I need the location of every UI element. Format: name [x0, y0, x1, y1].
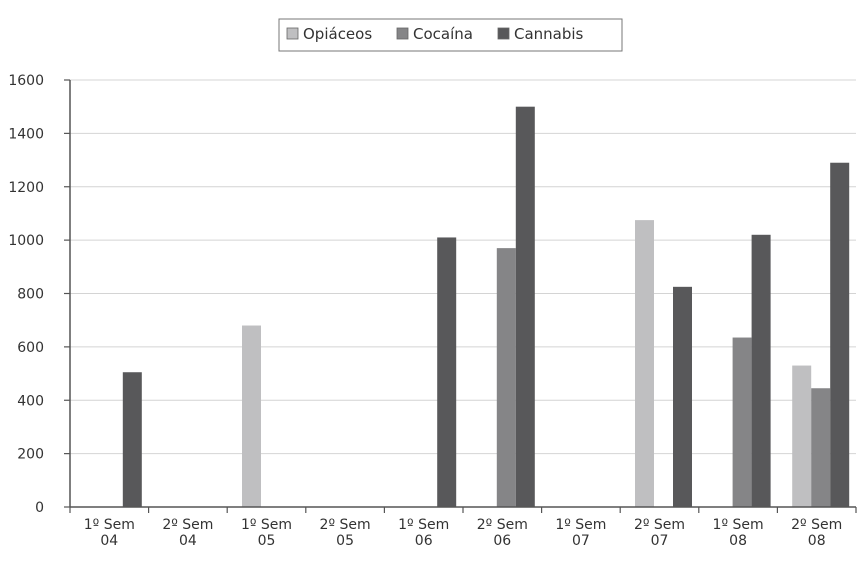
bar-opi-ceos [635, 220, 654, 507]
x-tick-label: 1º Sem 04 [84, 517, 135, 549]
legend-swatch [286, 27, 299, 40]
bars-group [122, 106, 850, 508]
gridlines [70, 79, 856, 455]
legend-label: Opiáceos [303, 25, 372, 43]
x-tick-label: 2º Sem 04 [162, 517, 213, 549]
bar-cannabis [515, 106, 535, 507]
y-tick-label: 1600 [8, 73, 44, 89]
legend-label: Cannabis [514, 25, 584, 43]
y-tick-label: 1400 [8, 126, 44, 142]
chart-legend: Opiáceos Cocaína Cannabis [278, 18, 623, 52]
x-tick-label: 2º Sem 07 [634, 517, 685, 549]
y-tick-label: 200 [17, 447, 44, 463]
bar-coca-na [732, 337, 752, 507]
legend-swatch [497, 27, 510, 40]
y-tick-label: 1200 [8, 180, 44, 196]
bar-cannabis [751, 234, 771, 507]
bar-cannabis [830, 162, 850, 507]
bar-cannabis [122, 372, 142, 507]
x-tick-label: 2º Sem 08 [791, 517, 842, 549]
legend-label: Cocaína [413, 25, 473, 43]
bar-opi-ceos [242, 325, 261, 507]
y-tick-label: 1000 [8, 233, 44, 249]
y-axis-ticks: 0 200 400 600 800 1000 1200 1400 1600 [8, 73, 70, 516]
y-tick-label: 800 [17, 287, 44, 303]
x-tick-label: 2º Sem 06 [477, 517, 528, 549]
x-tick-label: 2º Sem 05 [320, 517, 371, 549]
bar-coca-na [811, 388, 831, 507]
y-tick-label: 600 [17, 340, 44, 356]
x-tick-label: 1º Sem 06 [398, 517, 449, 549]
bar-opi-ceos [792, 365, 812, 507]
bar-coca-na [496, 248, 516, 507]
bar-cannabis [673, 286, 692, 507]
y-tick-label: 400 [17, 393, 44, 409]
x-tick-label: 1º Sem 08 [713, 517, 764, 549]
x-tick-label: 1º Sem 07 [555, 517, 606, 549]
x-tick-label: 1º Sem 05 [241, 517, 292, 549]
x-axis-ticks: 1º Sem 04 2º Sem 04 1º Sem 05 2º Sem 05 1º Sem 06… [69, 507, 857, 549]
y-tick-label: 0 [35, 500, 44, 516]
bar-cannabis [437, 237, 457, 508]
legend-box [278, 18, 623, 52]
legend-swatch [396, 27, 409, 40]
